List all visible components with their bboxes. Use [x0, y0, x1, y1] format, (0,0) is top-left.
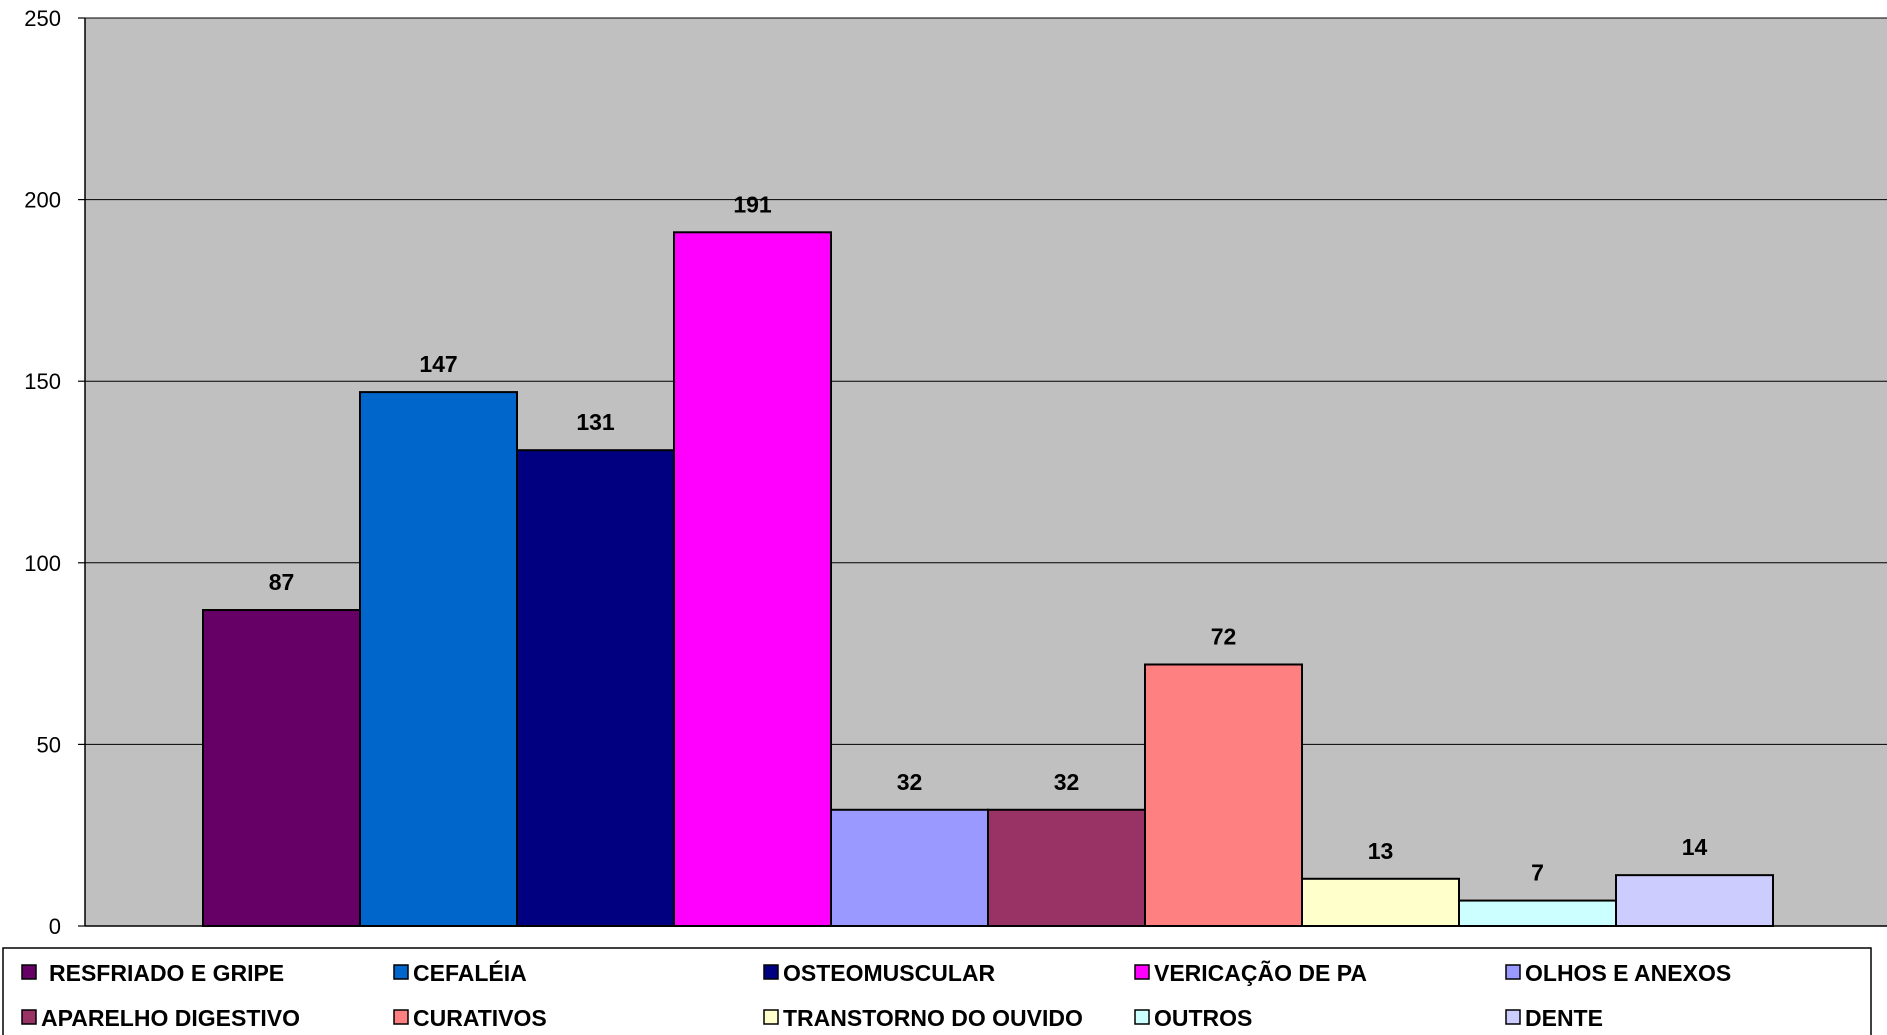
bar — [1144, 663, 1303, 927]
data-label: 7 — [1531, 860, 1544, 886]
y-tick-label: 0 — [49, 914, 61, 939]
data-labels: 87 147 131 191 32 32 72 13 7 14 — [269, 191, 1708, 885]
data-label: 72 — [1211, 623, 1237, 649]
legend-item: DENTE — [1505, 1005, 1603, 1031]
y-tick-label: 50 — [37, 732, 61, 757]
legend-swatch — [1134, 964, 1150, 980]
y-tick-label: 200 — [24, 188, 61, 213]
legend-item: RESFRIADO E GRIPE — [21, 960, 284, 986]
legend-label: VERICAÇÃO DE PA — [1154, 959, 1367, 986]
bar — [1615, 874, 1774, 927]
legend-label: OLHOS E ANEXOS — [1525, 960, 1731, 986]
legend-item: OUTROS — [1134, 1005, 1252, 1031]
legend-label: OSTEOMUSCULAR — [783, 960, 996, 986]
data-label: 87 — [269, 569, 295, 595]
legend-label: APARELHO DIGESTIVO — [41, 1005, 300, 1031]
data-label: 13 — [1368, 838, 1394, 864]
data-label: 147 — [419, 351, 457, 377]
bar — [1458, 899, 1617, 927]
legend-swatch — [393, 964, 409, 980]
data-label: 131 — [576, 409, 615, 435]
legend-swatch — [1505, 964, 1521, 980]
data-label: 191 — [733, 191, 772, 217]
legend-swatch — [1505, 1009, 1521, 1025]
bar — [1301, 877, 1460, 927]
legend-label: RESFRIADO E GRIPE — [49, 960, 284, 986]
legend-swatch — [763, 1009, 779, 1025]
bar — [516, 449, 675, 927]
legend-swatch — [21, 964, 37, 980]
legend-item: APARELHO DIGESTIVO — [21, 1005, 300, 1031]
legend-item: VERICAÇÃO DE PA — [1134, 959, 1367, 986]
legend-swatch — [21, 1009, 37, 1025]
legend-label: OUTROS — [1154, 1005, 1252, 1031]
legend-label: CURATIVOS — [413, 1005, 547, 1031]
legend-swatch — [763, 964, 779, 980]
legend-label: DENTE — [1525, 1005, 1603, 1031]
bars — [202, 231, 1774, 927]
bar — [359, 391, 518, 927]
bar — [830, 808, 989, 927]
y-tick-label: 250 — [24, 6, 61, 31]
data-label: 32 — [897, 769, 923, 795]
data-label: 32 — [1054, 769, 1080, 795]
legend-swatch — [393, 1009, 409, 1025]
bar — [987, 808, 1146, 927]
legend-label: CEFALÉIA — [413, 959, 527, 986]
bar — [673, 231, 832, 927]
y-tick-label: 150 — [24, 369, 61, 394]
legend-swatch — [1134, 1009, 1150, 1025]
legend-label: TRANSTORNO DO OUVIDO — [783, 1005, 1083, 1031]
legend-item: CEFALÉIA — [393, 959, 527, 986]
legend-item: TRANSTORNO DO OUVIDO — [763, 1005, 1083, 1031]
legend-item: OLHOS E ANEXOS — [1505, 960, 1731, 986]
y-axis-ticks: 0 50 100 150 200 250 — [24, 6, 85, 939]
legend-item: OSTEOMUSCULAR — [763, 960, 996, 986]
data-label: 14 — [1682, 834, 1708, 860]
legend-box — [2, 947, 1872, 1035]
bar — [202, 609, 361, 927]
y-tick-label: 100 — [24, 551, 61, 576]
legend: RESFRIADO E GRIPE CEFALÉIA OSTEOMUSCULAR VE… — [21, 959, 1731, 1031]
legend-item: CURATIVOS — [393, 1005, 547, 1031]
